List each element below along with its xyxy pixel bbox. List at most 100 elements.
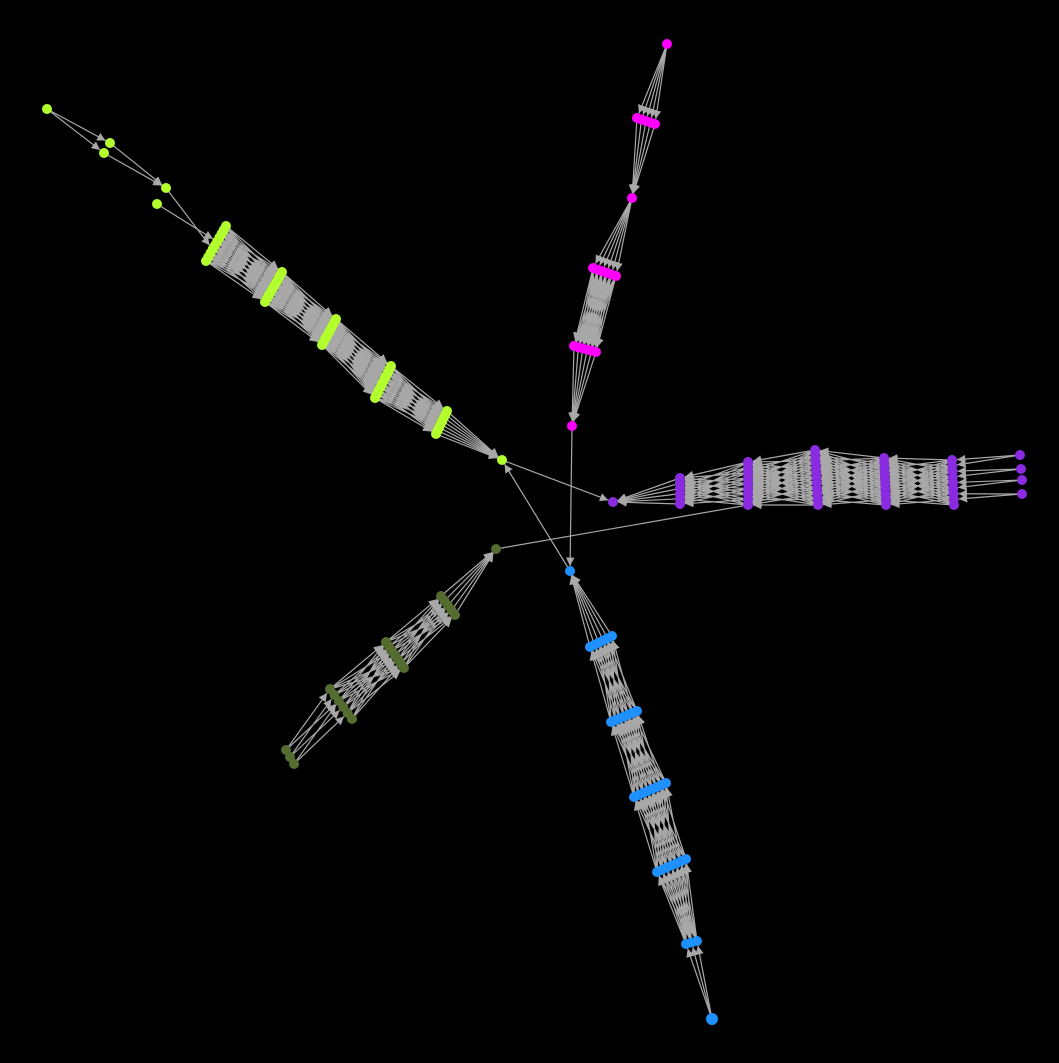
graph-edge — [565, 425, 575, 567]
graph-node-lime — [161, 183, 171, 193]
graph-edge — [584, 275, 617, 345]
graph-edge — [335, 318, 388, 364]
graph-edge — [684, 474, 749, 485]
graph-edge — [403, 600, 440, 669]
graph-edge — [649, 43, 668, 118]
graph-edge — [653, 793, 687, 860]
graph-edge — [888, 456, 953, 472]
graph-edge — [445, 413, 499, 458]
graph-edge — [887, 460, 955, 506]
graph-edge — [752, 449, 816, 464]
graph-edge — [658, 876, 693, 943]
graph-edge — [335, 318, 375, 391]
graph-edge — [440, 423, 498, 458]
graph-edge — [338, 653, 389, 702]
graph-edge — [347, 670, 401, 714]
graph-edge — [351, 650, 388, 720]
graph-node-blue — [565, 566, 575, 576]
graph-node-purple — [949, 500, 959, 510]
graph-edge — [390, 365, 438, 421]
graph-edge — [103, 152, 162, 187]
graph-edge — [607, 197, 633, 269]
graph-edge — [661, 789, 687, 860]
graph-edge — [608, 642, 638, 712]
graph-node-purple — [1017, 489, 1027, 499]
graph-edge — [568, 345, 577, 422]
graph-edge — [334, 649, 386, 696]
graph-edge — [603, 197, 633, 267]
graph-edge — [752, 474, 819, 506]
graph-edge — [403, 618, 452, 669]
graph-edge — [573, 269, 599, 342]
graph-edge — [569, 348, 584, 422]
graph-edge — [501, 459, 609, 502]
graph-edge — [293, 716, 345, 765]
graph-edge — [500, 504, 749, 549]
graph-node-purple — [675, 499, 685, 509]
graph-edge — [446, 410, 499, 458]
graph-edge — [572, 574, 613, 637]
graph-edge — [347, 654, 390, 714]
graph-edge — [335, 318, 385, 370]
graph-edge — [570, 349, 588, 422]
graph-edge — [591, 275, 617, 347]
graph-node-olive — [347, 714, 357, 724]
graph-edge — [636, 800, 687, 860]
graph-node-blue — [632, 706, 642, 716]
graph-edge — [575, 272, 608, 342]
graph-edge — [285, 692, 328, 751]
graph-edge — [225, 225, 269, 289]
graph-edge — [575, 274, 612, 342]
graph-edge — [281, 271, 322, 339]
graph-edge — [454, 552, 494, 616]
graph-node-purple — [881, 500, 891, 510]
graph-edge — [686, 948, 713, 1020]
graph-edge — [957, 477, 1023, 487]
graph-edge — [591, 651, 629, 715]
graph-edge — [617, 498, 681, 507]
graph-node-purple — [1015, 450, 1025, 460]
graph-edge — [617, 493, 681, 505]
graph-node-magenta — [650, 119, 660, 129]
graph-edge — [333, 321, 374, 394]
graph-edge — [504, 463, 571, 572]
graph-edge — [819, 451, 886, 480]
graph-edge — [633, 801, 658, 873]
graph-edge — [275, 281, 320, 342]
graph-edge — [329, 644, 383, 690]
graph-edge — [613, 725, 662, 786]
graph-edge — [614, 197, 633, 272]
graph-edge — [570, 575, 595, 645]
graph-edge — [684, 461, 749, 480]
graph-edge — [374, 397, 432, 432]
graph-node-magenta — [662, 39, 672, 49]
graph-node-purple — [608, 497, 618, 507]
graph-edge — [752, 461, 817, 484]
graph-edge — [617, 477, 681, 502]
graph-edge — [568, 347, 579, 422]
graph-edge — [403, 609, 446, 669]
graph-edge — [264, 301, 319, 343]
graph-node-purple — [1016, 464, 1026, 474]
graph-edge — [631, 122, 652, 194]
graph-edge — [819, 451, 886, 490]
graph-node-lime — [99, 148, 109, 158]
graph-edge — [438, 426, 498, 459]
graph-edge — [641, 43, 668, 115]
graph-edge — [574, 270, 603, 342]
graph-edge — [658, 876, 687, 945]
graph-edge — [595, 275, 617, 348]
graph-edge — [572, 351, 597, 422]
graph-edge — [667, 872, 698, 942]
graph-edge — [281, 271, 325, 333]
graph-edge — [684, 479, 749, 506]
graph-edge — [569, 575, 591, 648]
graph-edge — [820, 478, 887, 506]
edge-layer — [46, 43, 1023, 1020]
graph-edge — [675, 868, 698, 942]
graph-node-blue — [607, 631, 617, 641]
graph-edge — [335, 318, 382, 377]
graph-node-olive — [399, 663, 409, 673]
graph-node-lime — [221, 221, 231, 231]
graph-edge — [571, 575, 604, 641]
